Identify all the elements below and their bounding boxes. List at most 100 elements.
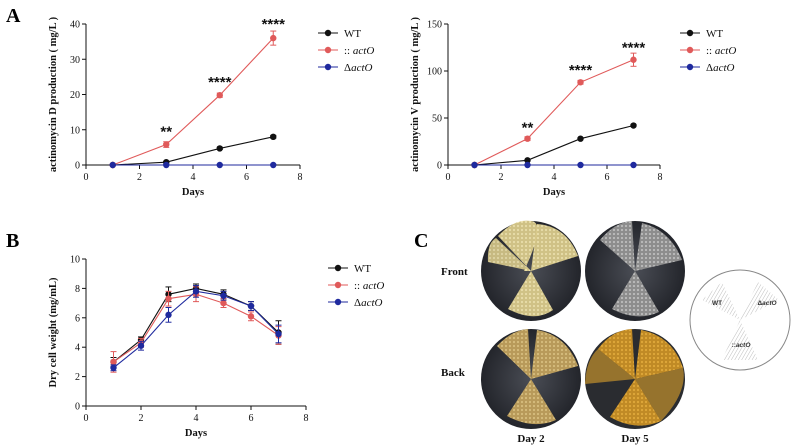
series-delta bbox=[109, 161, 277, 169]
y-tick-label: 8 bbox=[75, 284, 80, 295]
y-tick-label: 30 bbox=[70, 55, 80, 66]
x-tick-label: 2 bbox=[139, 413, 144, 424]
significance-label: **** bbox=[569, 62, 593, 79]
y-tick-label: 4 bbox=[75, 343, 80, 354]
legend-entry-wt: WT bbox=[706, 28, 723, 40]
series-line bbox=[474, 59, 634, 166]
schematic-label-act: ::actO bbox=[732, 342, 751, 349]
x-tick-label: 8 bbox=[304, 413, 309, 424]
data-point bbox=[216, 92, 223, 99]
data-point bbox=[524, 161, 531, 169]
x-tick-label: 6 bbox=[244, 172, 249, 183]
row-label-back: Back bbox=[441, 367, 466, 379]
data-point bbox=[275, 330, 282, 338]
legend-marker bbox=[324, 63, 332, 71]
x-tick-label: 8 bbox=[298, 172, 303, 183]
data-point bbox=[216, 161, 223, 169]
legend-entry-act: :: actO bbox=[344, 45, 374, 57]
data-point bbox=[110, 358, 117, 366]
x-axis-label: Days bbox=[185, 428, 207, 439]
data-point bbox=[524, 157, 531, 164]
data-point bbox=[577, 161, 584, 169]
significance-label: ** bbox=[160, 124, 172, 141]
x-tick-label: 6 bbox=[249, 413, 254, 424]
data-point bbox=[630, 56, 637, 63]
series-line bbox=[112, 37, 274, 166]
plate-front-day5 bbox=[585, 221, 685, 321]
legend-marker bbox=[686, 29, 694, 37]
y-tick-label: 40 bbox=[70, 20, 80, 31]
x-tick-label: 4 bbox=[194, 413, 199, 424]
legend-marker bbox=[686, 46, 694, 54]
x-axis-label: Days bbox=[543, 187, 565, 198]
plate-back-day2 bbox=[481, 329, 581, 429]
y-axis-label: actinomycin D production ( mg/L ) bbox=[48, 16, 59, 172]
data-point bbox=[163, 141, 170, 148]
panel-letter-b: B bbox=[6, 230, 19, 252]
y-tick-label: 0 bbox=[75, 402, 80, 413]
legend-marker bbox=[324, 46, 332, 54]
significance-label: **** bbox=[622, 40, 646, 57]
x-tick-label: 0 bbox=[84, 172, 89, 183]
y-tick-label: 100 bbox=[427, 67, 442, 78]
y-tick-label: 0 bbox=[437, 161, 442, 172]
data-point bbox=[109, 161, 116, 169]
series-line bbox=[474, 124, 634, 166]
y-axis-label: actinomycin V production ( mg/L ) bbox=[410, 17, 421, 172]
legend-entry-act: :: actO bbox=[354, 280, 384, 292]
data-point bbox=[165, 311, 172, 319]
y-tick-label: 2 bbox=[75, 372, 80, 383]
x-tick-label: 2 bbox=[137, 172, 142, 183]
plate-schematic: WT ΔactO ::actO bbox=[689, 269, 791, 371]
x-tick-label: 6 bbox=[605, 172, 610, 183]
plate-front-day2 bbox=[481, 220, 581, 321]
series-delta bbox=[471, 161, 637, 169]
legend-entry-delta: ΔactO bbox=[344, 62, 373, 74]
series-act bbox=[471, 52, 637, 169]
y-tick-label: 10 bbox=[70, 125, 80, 136]
legend-entry-wt: WT bbox=[354, 263, 371, 275]
legend-entry-wt: WT bbox=[344, 28, 361, 40]
plate-back-day5 bbox=[585, 329, 685, 429]
series-line bbox=[113, 290, 279, 369]
series-act bbox=[110, 286, 282, 373]
y-tick-label: 150 bbox=[427, 20, 442, 31]
y-axis-label: Dry cell weight (mg/mL) bbox=[48, 277, 59, 387]
schematic-label-delta: ΔactO bbox=[757, 300, 776, 307]
data-point bbox=[165, 295, 172, 302]
y-tick-label: 10 bbox=[70, 255, 80, 266]
x-tick-label: 4 bbox=[191, 172, 196, 183]
data-point bbox=[220, 299, 227, 307]
column-label-day2: Day 2 bbox=[517, 433, 545, 445]
data-point bbox=[577, 135, 584, 142]
data-point bbox=[247, 313, 255, 320]
series-wt bbox=[471, 122, 637, 169]
chart-dry-cell-weight: 0 2 4 6 8 0 2 4 6 8 10 Days Dry cell weight (mg/mL) W… bbox=[48, 255, 384, 440]
y-tick-label: 50 bbox=[432, 114, 442, 125]
y-tick-label: 0 bbox=[75, 161, 80, 172]
y-tick-label: 6 bbox=[75, 313, 80, 324]
data-point bbox=[220, 292, 227, 299]
data-point bbox=[270, 133, 277, 140]
x-tick-label: 8 bbox=[658, 172, 663, 183]
x-tick-label: 0 bbox=[84, 413, 89, 424]
significance-label: ** bbox=[522, 119, 534, 136]
y-tick-label: 20 bbox=[70, 90, 80, 101]
data-point bbox=[630, 161, 637, 169]
data-point bbox=[216, 145, 223, 152]
data-point bbox=[630, 122, 637, 129]
data-point bbox=[270, 34, 277, 42]
data-point bbox=[270, 161, 277, 169]
legend-marker bbox=[334, 298, 342, 306]
plate-photographs bbox=[481, 220, 685, 429]
data-point bbox=[137, 342, 145, 349]
legend-marker bbox=[334, 264, 342, 272]
data-point bbox=[110, 364, 117, 371]
series-line bbox=[112, 136, 274, 166]
significance-label: **** bbox=[208, 74, 232, 91]
chart-actinomycin-d: 0 2 4 6 8 0 10 20 30 40 Days actinomycin D producti… bbox=[48, 16, 374, 198]
legend-marker bbox=[686, 63, 694, 71]
data-point bbox=[163, 161, 170, 169]
